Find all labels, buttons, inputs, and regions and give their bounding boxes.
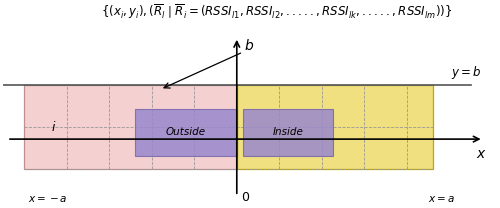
Text: $x=-a$: $x=-a$ [28,194,68,204]
Bar [134,109,237,156]
Bar [243,109,332,156]
Text: Outside: Outside [166,127,206,137]
Text: $y = b$: $y = b$ [451,63,482,80]
Bar [24,85,237,169]
Text: $0$: $0$ [241,191,250,204]
Text: $x=a$: $x=a$ [428,194,455,204]
Text: $b$: $b$ [244,38,254,53]
Text: $i$: $i$ [51,120,57,134]
Bar [237,85,432,169]
Text: $\{(x_i, y_i),(\overline{R}_l\mid\overline{R}_i=(RSSI_{l1},RSSI_{l2},.....,RSSI_: $\{(x_i, y_i),(\overline{R}_l\mid\overli… [101,2,453,21]
Text: $x$: $x$ [476,147,487,161]
Text: Inside: Inside [272,127,304,137]
